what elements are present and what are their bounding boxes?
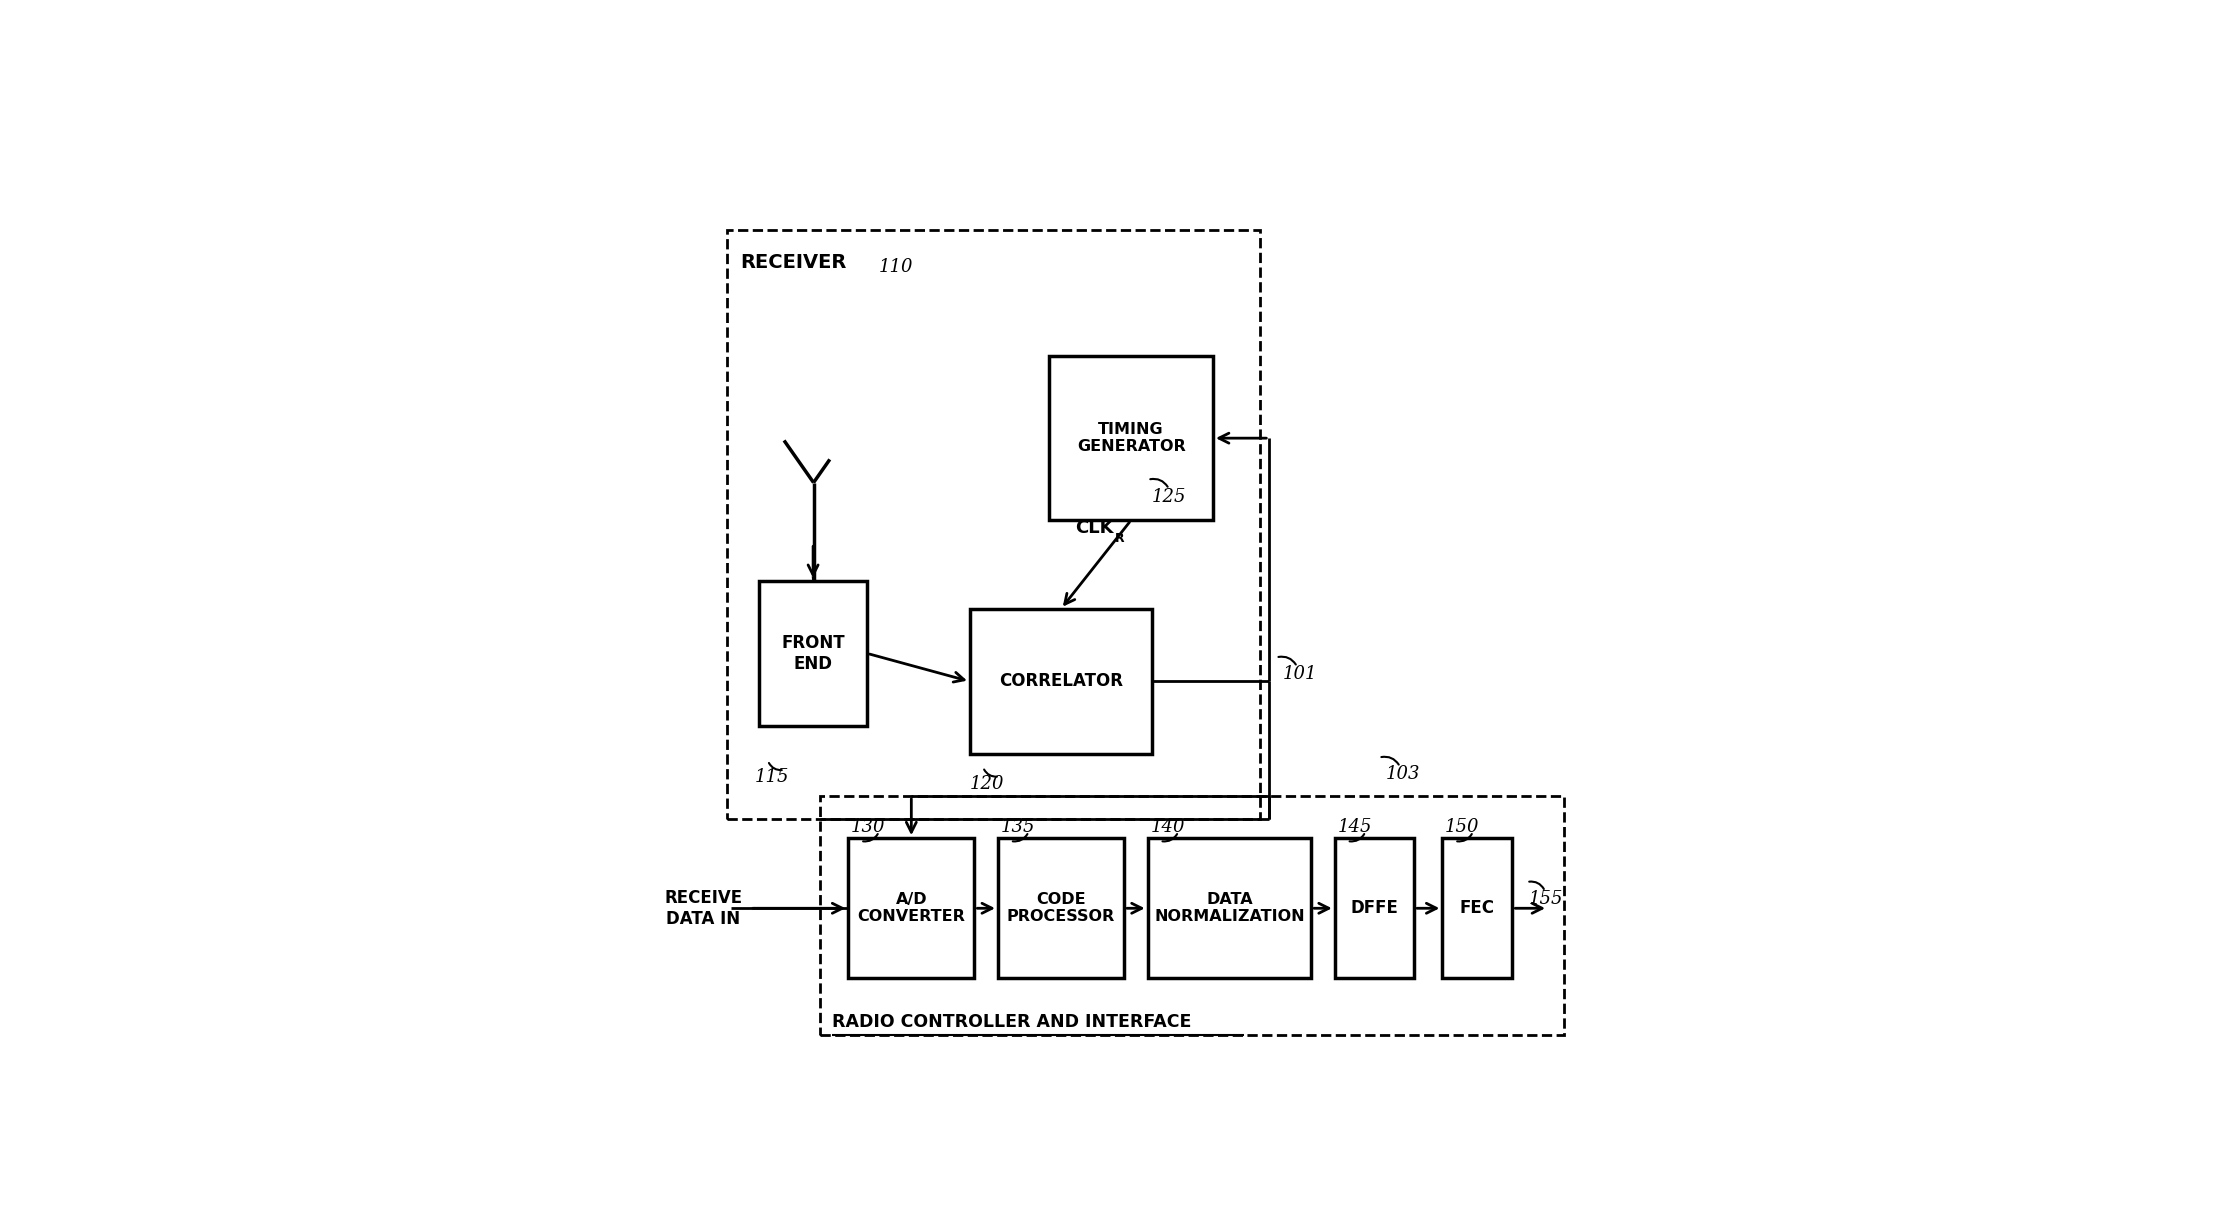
Text: 103: 103 — [1387, 765, 1421, 784]
Text: 135: 135 — [1001, 818, 1035, 836]
Text: RECEIVER: RECEIVER — [740, 253, 847, 272]
Text: DFFE: DFFE — [1351, 899, 1398, 917]
Text: R: R — [1115, 532, 1124, 546]
Bar — [1443, 838, 1512, 978]
Text: 130: 130 — [852, 818, 885, 836]
Bar — [758, 581, 867, 725]
Text: TIMING
GENERATOR: TIMING GENERATOR — [1077, 422, 1186, 454]
Bar — [1050, 356, 1213, 520]
Text: 125: 125 — [1153, 487, 1186, 505]
Text: FEC: FEC — [1461, 899, 1494, 917]
Text: RECEIVE
DATA IN: RECEIVE DATA IN — [665, 889, 743, 928]
Text: 115: 115 — [754, 768, 789, 786]
Bar — [847, 838, 975, 978]
Text: CORRELATOR: CORRELATOR — [999, 672, 1124, 690]
Text: 150: 150 — [1445, 818, 1478, 836]
Bar — [1148, 838, 1311, 978]
Text: DATA
NORMALIZATION: DATA NORMALIZATION — [1155, 892, 1305, 925]
Text: 110: 110 — [879, 259, 914, 277]
Text: RADIO CONTROLLER AND INTERFACE: RADIO CONTROLLER AND INTERFACE — [832, 1013, 1191, 1032]
Text: CODE
PROCESSOR: CODE PROCESSOR — [1008, 892, 1115, 925]
Bar — [970, 609, 1153, 753]
Text: 145: 145 — [1338, 818, 1371, 836]
Text: 155: 155 — [1528, 889, 1563, 908]
Bar — [997, 838, 1124, 978]
Text: FRONT
END: FRONT END — [780, 634, 845, 673]
Text: 120: 120 — [970, 775, 1004, 793]
Text: CLK: CLK — [1075, 519, 1115, 537]
Text: 140: 140 — [1151, 818, 1184, 836]
Text: 101: 101 — [1282, 666, 1318, 683]
Bar — [1336, 838, 1414, 978]
Text: A/D
CONVERTER: A/D CONVERTER — [856, 892, 966, 925]
